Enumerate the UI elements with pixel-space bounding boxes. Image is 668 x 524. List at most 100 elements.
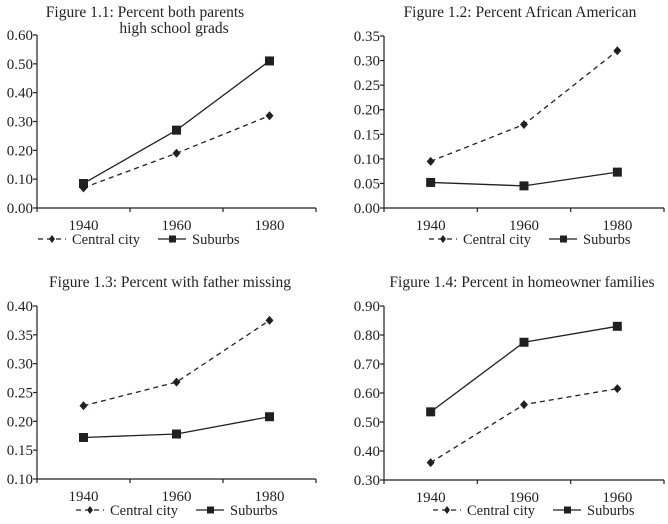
y-tick-label: 0.35 [7, 328, 33, 344]
y-tick-label: 0.10 [7, 172, 33, 188]
x-tick-label: 1960 [509, 218, 539, 234]
legend-item: Suburbs [196, 503, 278, 519]
y-tick-label: 0.50 [354, 415, 380, 431]
y-tick-label: 0.50 [7, 57, 33, 73]
x-tick-label: 1960 [509, 490, 539, 506]
x-tick-label: 1960 [602, 490, 632, 506]
legend-item: Central city [433, 503, 536, 519]
y-tick-label: 0.25 [354, 78, 380, 94]
x-tick-label: 1940 [69, 489, 99, 505]
series-central-city [426, 384, 622, 468]
y-tick-label: 0.05 [354, 176, 380, 192]
square-marker [426, 407, 436, 417]
y-tick-label: 0.30 [354, 54, 380, 70]
series-line [430, 50, 618, 162]
y-tick-label: 0.20 [7, 414, 33, 430]
diamond-marker [426, 156, 435, 166]
legend-label: Central city [463, 232, 532, 248]
x-tick-label: 1940 [69, 218, 99, 234]
legend-square-icon [560, 235, 567, 243]
series-suburbs [426, 167, 622, 191]
chart-title: Figure 1.4: Percent in homeowner familie… [389, 274, 654, 291]
legend-label: Suburbs [583, 232, 631, 248]
series-suburbs [426, 321, 622, 417]
diamond-marker [613, 384, 622, 394]
y-tick-label: 0.30 [354, 473, 380, 489]
legend-item: Central city [76, 503, 179, 519]
x-tick-label: 1980 [602, 218, 632, 234]
chart-title: Figure 1.1: Percent both parents [46, 4, 244, 21]
diamond-marker [426, 458, 435, 468]
legend-square-icon [169, 235, 176, 243]
series-central-city [79, 315, 274, 411]
legend-diamond-icon [49, 235, 55, 243]
diamond-marker [265, 111, 274, 121]
square-marker [519, 181, 529, 191]
y-tick-label: 0.00 [7, 201, 33, 217]
square-marker [79, 178, 88, 188]
legend-item: Suburbs [549, 232, 631, 248]
legend-label: Central city [72, 232, 141, 248]
chart-title: high school grads [119, 20, 228, 37]
legend-square-icon [564, 506, 571, 514]
y-tick-label: 0.00 [354, 201, 380, 217]
diamond-marker [172, 377, 181, 387]
legend-label: Central city [467, 503, 536, 519]
legend-label: Suburbs [192, 232, 240, 248]
diamond-marker [520, 119, 528, 129]
y-tick-label: 0.20 [354, 103, 380, 119]
x-tick-label: 1960 [162, 489, 192, 505]
x-tick-label: 1960 [162, 218, 192, 234]
series-central-city [79, 111, 274, 193]
series-central-city [426, 46, 622, 166]
legend-square-icon [207, 506, 214, 514]
legend-label: Suburbs [587, 503, 635, 519]
series-suburbs [79, 412, 274, 442]
series-line [83, 319, 270, 407]
square-marker [172, 429, 181, 439]
y-tick-label: 0.90 [354, 299, 380, 315]
chart-2: Figure 1.2: Percent African American 0.00… [354, 4, 665, 248]
series-suburbs [79, 56, 274, 188]
chart-title: Figure 1.3: Percent with father missing [49, 274, 291, 291]
square-marker [172, 125, 181, 135]
y-tick-label: 0.40 [7, 299, 33, 315]
square-marker [519, 337, 529, 347]
diamond-marker [265, 315, 274, 325]
y-tick-label: 0.40 [354, 444, 380, 460]
y-tick-label: 0.70 [354, 357, 380, 373]
y-tick-label: 0.80 [354, 328, 380, 344]
series-line [430, 388, 618, 464]
legend-label: Suburbs [230, 503, 278, 519]
y-tick-label: 0.35 [354, 29, 380, 45]
x-tick-label: 1940 [416, 218, 446, 234]
y-tick-label: 0.30 [7, 357, 33, 373]
legend-item: Central city [38, 232, 141, 248]
square-marker [79, 432, 88, 442]
x-tick-label: 1980 [255, 218, 285, 234]
y-tick-label: 0.60 [7, 28, 33, 44]
legend-diamond-icon [444, 506, 450, 514]
series-line [83, 60, 270, 185]
y-tick-label: 0.20 [7, 143, 33, 159]
diamond-marker [613, 46, 622, 56]
square-marker [426, 177, 436, 187]
y-tick-label: 0.40 [7, 86, 33, 102]
diamond-marker [172, 148, 181, 158]
legend-label: Central city [110, 503, 179, 519]
legend-diamond-icon [87, 506, 93, 514]
y-tick-label: 0.30 [7, 115, 33, 131]
square-marker [265, 56, 274, 66]
y-tick-label: 0.10 [7, 472, 33, 488]
square-marker [612, 321, 622, 331]
legend-item: Suburbs [158, 232, 240, 248]
x-tick-label: 1980 [255, 489, 285, 505]
y-tick-label: 0.10 [354, 152, 380, 168]
y-tick-label: 0.15 [354, 127, 380, 143]
x-tick-label: 1940 [416, 490, 446, 506]
chart-4: Figure 1.4: Percent in homeowner familie… [354, 274, 665, 519]
legend-item: Central city [429, 232, 532, 248]
y-tick-label: 0.15 [7, 443, 33, 459]
